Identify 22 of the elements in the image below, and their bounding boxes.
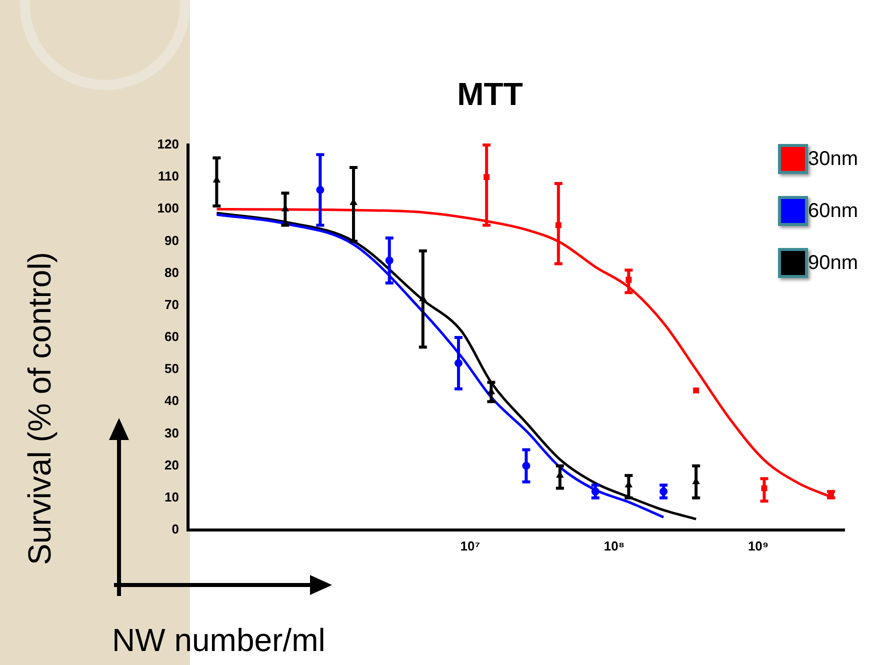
y-tick-label: 0 bbox=[172, 522, 179, 537]
y-tick-label: 60 bbox=[164, 329, 179, 344]
legend-label: 90nm bbox=[808, 252, 858, 274]
y-tick-label: 50 bbox=[164, 361, 179, 376]
y-tick-label: 10 bbox=[164, 489, 179, 504]
x-tick-label: 10⁷ bbox=[460, 538, 480, 554]
y-tick-label: 40 bbox=[164, 393, 179, 408]
y-tick-label: 20 bbox=[164, 457, 179, 472]
x-tick-label: 10⁸ bbox=[604, 538, 625, 554]
chart-title: MTT bbox=[456, 76, 524, 113]
y-tick-label: 90 bbox=[164, 232, 179, 248]
x-tick-label: 10⁹ bbox=[748, 538, 769, 554]
y-tick-label: 120 bbox=[157, 136, 179, 152]
legend-label: 60nm bbox=[808, 200, 858, 222]
y-tick-label: 100 bbox=[157, 200, 179, 216]
y-tick-label: 110 bbox=[158, 168, 179, 184]
legend-label: 30nm bbox=[808, 148, 858, 170]
y-tick-label: 70 bbox=[164, 296, 179, 312]
x-axis-title: NW number/ml bbox=[112, 622, 326, 659]
y-tick-label: 80 bbox=[164, 264, 179, 280]
y-tick-label: 30 bbox=[164, 425, 179, 440]
y-axis-title: Survival (% of control) bbox=[22, 251, 58, 567]
